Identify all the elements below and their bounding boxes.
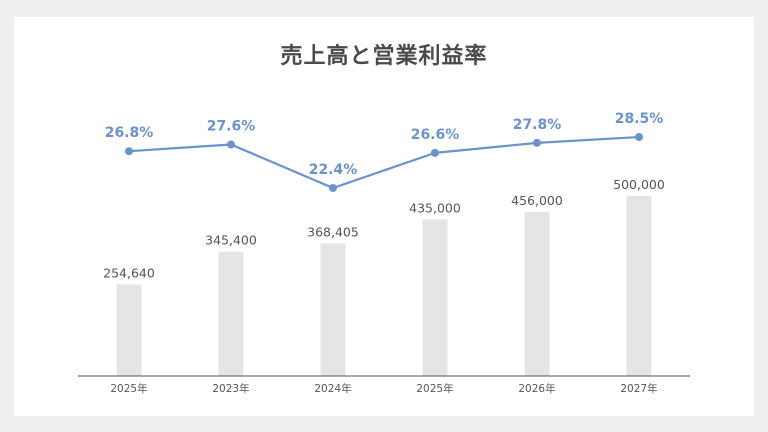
x-tick-label-0: 2025年 [110,382,147,395]
x-tick-label-4: 2026年 [518,382,555,395]
bar-3 [422,219,448,376]
bar-4 [524,211,550,376]
line-point-0 [125,147,133,156]
x-tick-label-3: 2025年 [416,382,453,395]
bar-series: 254,640 345,400 368,405 435,000 456,000 500,0… [103,177,665,376]
bar-value-label-3: 435,000 [409,200,461,215]
line-point-1 [227,140,235,149]
bar-value-label-2: 368,405 [307,224,359,239]
bar-value-label-5: 500,000 [613,177,665,192]
line-value-label-2: 22.4% [309,162,358,178]
line-value-label-4: 27.8% [513,117,562,133]
bar-value-label-0: 254,640 [103,265,155,280]
bar-5 [626,196,652,376]
bar-value-label-4: 456,000 [511,193,563,208]
x-axis-ticks: 2025年 2023年 2024年 2025年 2026年 2027年 [110,382,657,395]
line-point-3 [431,148,439,157]
line-value-label-5: 28.5% [615,111,664,127]
line-point-5 [635,133,643,141]
bar-2 [320,243,346,376]
line-point-4 [533,138,541,147]
line-value-label-0: 26.8% [105,125,154,141]
bar-value-label-1: 345,400 [205,233,257,248]
x-tick-label-5: 2027年 [620,382,657,395]
line-value-label-1: 27.6% [207,119,256,135]
line-path [128,135,640,190]
bar-1 [218,251,244,376]
x-tick-label-1: 2023年 [212,382,249,395]
line-series: 26.8% 27.6% 22.4% 26.6% 27.8% 28.5% [105,111,664,192]
line-value-label-3: 26.6% [411,127,460,143]
chart-title: 売上高と営業利益率 [280,44,488,69]
x-tick-label-2: 2024年 [314,382,351,395]
bar-0 [116,284,142,376]
line-point-2 [329,184,337,192]
